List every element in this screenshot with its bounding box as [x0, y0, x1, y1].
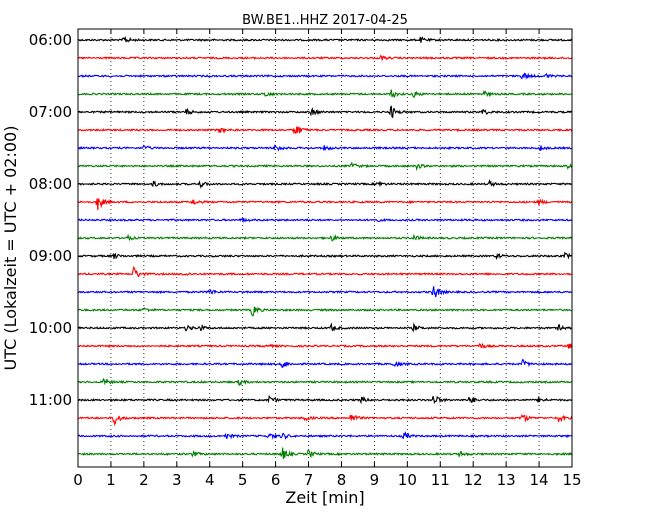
y-tick-label: 09:00 [29, 247, 72, 265]
trace-0945 [78, 306, 572, 317]
y-axis: 06:00 07:00 08:00 09:00 10:00 11:00 [29, 31, 572, 409]
trace-0615 [78, 54, 573, 61]
trace-1030 [77, 359, 573, 368]
trace-0830 [77, 217, 573, 224]
x-tick-label: 6 [271, 471, 281, 489]
x-axis-label: Zeit [min] [285, 488, 364, 507]
trace-0730 [77, 144, 573, 152]
trace-1000 [77, 322, 573, 333]
trace-0715 [77, 126, 573, 135]
y-tick-label: 07:00 [29, 103, 72, 121]
x-tick-label: 8 [337, 471, 347, 489]
x-tick-label: 2 [139, 471, 149, 489]
plot-frame [77, 28, 573, 468]
trace-0630 [77, 72, 573, 80]
x-tick-label: 1 [106, 471, 116, 489]
x-tick-label: 3 [172, 471, 182, 489]
x-tick-label: 10 [398, 471, 417, 489]
trace-1145 [77, 447, 573, 460]
trace-group [77, 35, 573, 460]
trace-0900 [77, 251, 573, 261]
trace-1115 [77, 413, 573, 427]
x-tick-label: 7 [304, 471, 314, 489]
y-axis-label: UTC (Lokalzeit = UTC + 02:00) [1, 126, 20, 371]
trace-0815 [77, 198, 573, 211]
x-tick-label: 5 [238, 471, 248, 489]
x-tick-label: 0 [73, 471, 83, 489]
x-tick-label: 13 [497, 471, 516, 489]
x-axis: 0 1 2 3 4 5 6 7 8 9 10 11 12 13 14 15 [73, 29, 582, 489]
x-tick-label: 11 [431, 471, 450, 489]
trace-0645 [77, 89, 573, 99]
trace-0915 [78, 265, 573, 278]
x-tick-label: 14 [530, 471, 549, 489]
trace-1015 [77, 342, 573, 349]
trace-0930 [77, 286, 573, 298]
trace-0800 [77, 178, 573, 189]
trace-0745 [77, 161, 572, 172]
x-tick-label: 4 [205, 471, 215, 489]
y-tick-label: 10:00 [29, 319, 72, 337]
trace-0600 [77, 35, 572, 43]
trace-1130 [77, 431, 573, 440]
y-tick-label: 06:00 [29, 31, 72, 49]
trace-0845 [77, 233, 573, 242]
x-tick-label: 12 [464, 471, 483, 489]
trace-1100 [77, 394, 573, 405]
trace-0700 [77, 105, 573, 119]
x-tick-label: 9 [370, 471, 380, 489]
trace-1045 [77, 377, 573, 387]
y-tick-label: 08:00 [29, 175, 72, 193]
chart-title: BW.BE1..HHZ 2017-04-25 [242, 13, 408, 28]
x-tick-label: 15 [562, 471, 581, 489]
y-tick-label: 11:00 [29, 391, 72, 409]
